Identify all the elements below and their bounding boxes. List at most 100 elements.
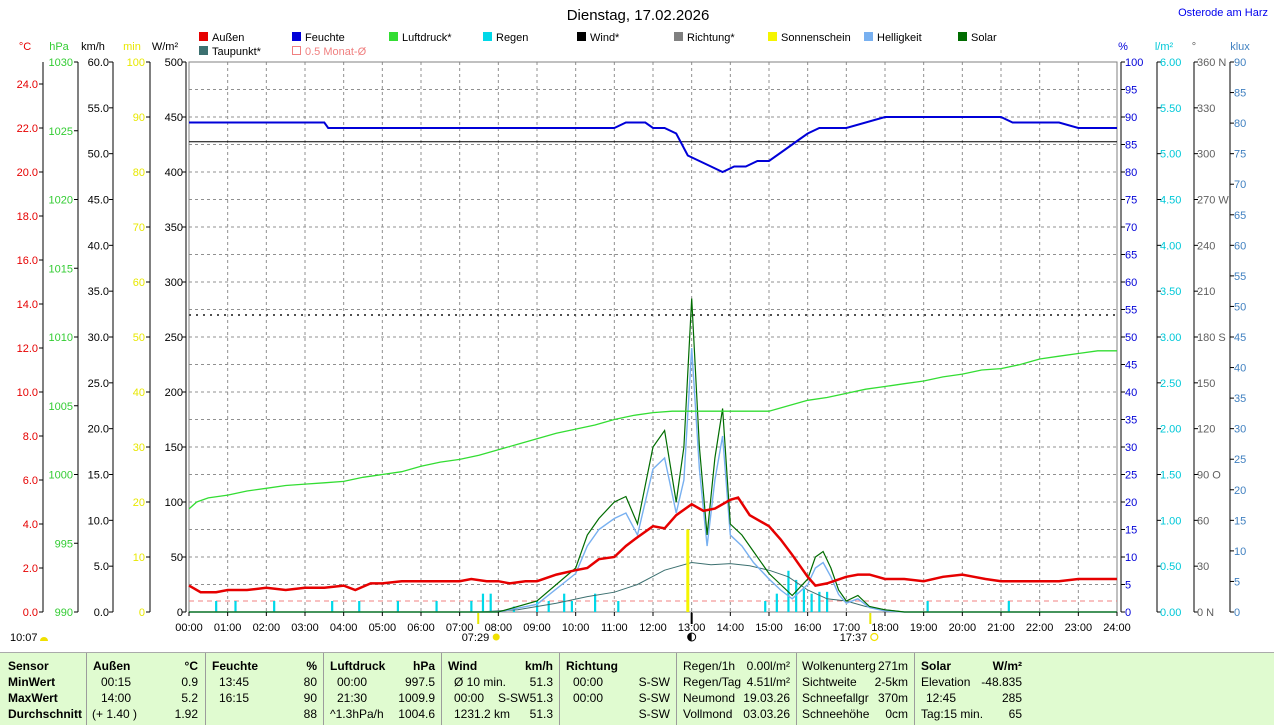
axis-wind: 0.0 5.0 10.0 15.0 20.0 25.0 30.0 35.0 40.0 45.0 50…	[81, 41, 114, 619]
axis-tick-label: 300	[165, 277, 183, 289]
axis-tick-label: 330	[1197, 103, 1215, 115]
rain-bar	[489, 593, 492, 612]
footer-vollmond-label: Vollmond	[683, 707, 733, 721]
x-tick-label: 03:00	[291, 622, 319, 634]
rain-bar	[775, 593, 778, 612]
axis-tick-label: 20.0	[17, 167, 38, 179]
x-tick-label: 04:00	[330, 622, 358, 634]
x-tick-label: 22:00	[1026, 622, 1054, 634]
footer-wind-third-value: 51.3	[529, 707, 553, 721]
footer-regen-tag-value: 4.51l/m²	[746, 675, 790, 689]
footer-neumond-label: Neumond	[683, 691, 736, 705]
axis-tick-label: 30.0	[88, 332, 109, 344]
axis-tick-label: 80	[133, 167, 145, 179]
footer-wolkenunterg-value: 271m	[877, 659, 908, 673]
axis-lux: 0 5 10 15 20 25 30 35 40 45 50 55 60 65 70 75 80 85 90 klux	[1229, 41, 1250, 619]
chart-title: Dienstag, 17.02.2026	[567, 7, 710, 24]
axis-tick-label: 0.0	[23, 607, 38, 619]
axis-unit: W/m²	[152, 41, 179, 53]
axis-tick-label: 55	[1234, 271, 1246, 283]
axis-solar: 0 50 100 150 200 250 300 350 400 450 500 W/m²	[152, 41, 187, 619]
axis-tick-label: 60	[1234, 240, 1246, 252]
axis-unit: °C	[19, 41, 31, 53]
axis-tick-label: 1.00	[1160, 515, 1181, 527]
footer-row-avg: Durchschnitt	[8, 707, 83, 721]
footer-neumond-value: 19.03.26	[743, 691, 790, 705]
axis-tick-label: 40	[133, 387, 145, 399]
footer-richtung-max-time: 00:00	[573, 691, 604, 705]
legend: Außen Feuchte Luftdruck* Regen Wind* Richtung…	[199, 32, 997, 58]
footer-solar-unit: W/m²	[992, 659, 1022, 673]
axis-tick-label: 95	[1125, 85, 1137, 97]
axis-tick-label: 0 N	[1197, 607, 1214, 619]
footer-wind-distance: 1231.2 km	[454, 707, 511, 721]
axis-tick-label: 60	[1197, 515, 1209, 527]
footer-luftdruck-trend: ^1.3hPa/h	[330, 707, 384, 721]
axis-temp: 0.0 2.0 4.0 6.0 8.0 10.0 12.0 14.0 16.0 18.0 20.0 2…	[17, 41, 44, 619]
axis-tick-label: 16.0	[17, 255, 38, 267]
axis-tick-label: 25.0	[88, 378, 109, 390]
footer-row-max: MaxWert	[8, 691, 58, 705]
footer-feuchte-max-value: 90	[303, 691, 317, 705]
axis-tick-label: 50	[1234, 301, 1246, 313]
footer-luftdruck-unit: hPa	[412, 659, 435, 673]
footer-aussen-min-value: 0.9	[181, 675, 198, 689]
footer-wind-avg-label: Ø 10 min.	[454, 675, 507, 689]
axis-tick-label: 1020	[49, 195, 73, 207]
axis-tick-label: 0.0	[94, 607, 109, 619]
axis-tick-label: 5	[1234, 576, 1240, 588]
rain-bar	[331, 601, 334, 612]
footer-feuchte-header: Feuchte	[212, 659, 259, 673]
axis-tick-label: 10.0	[88, 515, 109, 527]
axis-tick-label: 1015	[49, 263, 73, 275]
axis-tick-label: 90	[1125, 112, 1137, 124]
rain-bar	[764, 601, 767, 612]
x-tick-label: 20:00	[949, 622, 977, 634]
series-luftdruck	[188, 350, 1117, 510]
axis-tick-label: 70	[1234, 179, 1246, 191]
axis-tick-label: 2.0	[23, 563, 38, 575]
sunrise-label: 07:29	[462, 632, 490, 644]
x-tick-label: 19:00	[910, 622, 938, 634]
location-link[interactable]: Osterode am Harz	[1178, 7, 1268, 19]
footer-richtung-avg-value: S-SW	[638, 707, 670, 721]
legend-label: Außen	[212, 32, 244, 44]
axis-tick-label: 90 O	[1197, 470, 1221, 482]
legend-label: 0.5 Monat-Ø	[305, 46, 367, 58]
footer-solar-header: Solar	[921, 659, 952, 673]
footer-aussen-avg-delta: (+ 1.40 )	[92, 707, 138, 721]
axis-tick-label: 90	[133, 112, 145, 124]
axis-tick-label: 40	[1125, 387, 1137, 399]
footer-luftdruck-max-time: 21:30	[337, 691, 368, 705]
rain-bar	[273, 601, 276, 612]
footer-luftdruck-avg-value: 1004.6	[398, 707, 435, 721]
statistics-footer: Sensor MinWert MaxWert Durchschnitt Auße…	[0, 652, 1274, 725]
axis-pressure: 990 995 1000 1005 1010 1015 1020 1025 1030 hPa	[49, 41, 79, 619]
footer-aussen-avg-value: 1.92	[174, 707, 198, 721]
axis-tick-label: 50.0	[88, 149, 109, 161]
axis-tick-label: 80	[1234, 118, 1246, 130]
footer-sensor-header: Sensor	[8, 659, 49, 673]
footer-luftdruck-header: Luftdruck	[330, 659, 386, 673]
axis-tick-label: 90	[1234, 57, 1246, 69]
axis-tick-label: 55	[1125, 305, 1137, 317]
rain-bar	[215, 601, 218, 612]
axis-tick-label: 60.0	[88, 57, 109, 69]
axis-tick-label: 85	[1234, 88, 1246, 100]
weather-chart: Dienstag, 17.02.2026 Osterode am Harz Au…	[10, 7, 1268, 644]
axis-unit: l/m²	[1155, 41, 1174, 53]
axis-tick-label: 65	[1234, 210, 1246, 222]
footer-feuchte-unit: %	[306, 659, 317, 673]
axis-tick-label: 30	[1125, 442, 1137, 454]
axis-tick-label: 20.0	[88, 424, 109, 436]
rain-bar	[926, 601, 929, 612]
axis-tick-label: 5	[1125, 580, 1131, 592]
x-tick-label: 16:00	[794, 622, 822, 634]
footer-feuchte-avg-value: 88	[303, 707, 317, 721]
x-tick-label: 17:00	[833, 622, 861, 634]
axis-tick-label: 4.50	[1160, 195, 1181, 207]
rain-bar	[435, 601, 438, 612]
footer-richtung-max-value: S-SW	[638, 691, 670, 705]
x-tick-label: 07:00	[446, 622, 474, 634]
axis-tick-label: 30	[1197, 561, 1209, 573]
